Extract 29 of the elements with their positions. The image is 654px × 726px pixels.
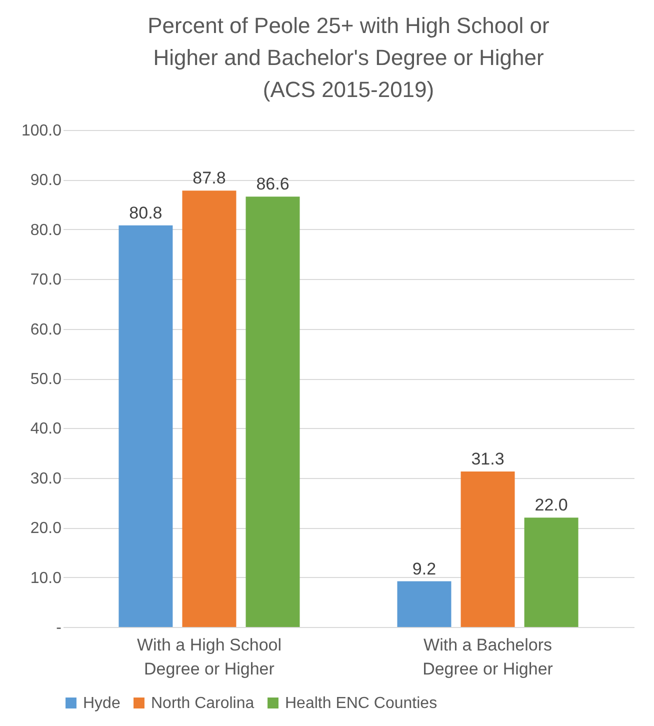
bar	[460, 471, 515, 627]
bar	[524, 518, 578, 627]
y-tick-label: 70.0	[30, 272, 62, 289]
bar	[182, 190, 236, 627]
bar	[246, 196, 300, 627]
y-tick-label: 20.0	[30, 520, 62, 538]
bar	[118, 225, 173, 627]
y-tick-label: 40.0	[30, 420, 62, 438]
chart-title: Percent of Peole 25+ with High School or Higher and Bachelor's Degree or Higher (ACS 2015-2019)	[148, 13, 550, 102]
data-label: 86.6	[256, 174, 290, 194]
data-label: 80.8	[129, 203, 162, 222]
y-tick-label: 90.0	[30, 172, 62, 190]
data-label: 87.8	[192, 168, 226, 188]
y-tick-label: -	[56, 620, 62, 636]
y-tick-label: 10.0	[30, 570, 62, 587]
y-tick-label: 100.0	[21, 122, 62, 140]
legend-label: Health ENC Counties	[285, 695, 438, 712]
legend-label: North Carolina	[151, 695, 254, 712]
y-tick-label: 60.0	[30, 321, 62, 338]
y-tick-label: 30.0	[30, 470, 62, 488]
x-tick-label: With a High School Degree or Higher	[136, 636, 282, 678]
y-tick-label: 80.0	[30, 222, 62, 239]
data-label: 9.2	[412, 559, 436, 578]
data-label: 22.0	[534, 496, 568, 515]
y-tick-label: 50.0	[30, 371, 62, 388]
bar	[397, 581, 452, 627]
x-tick-label: With a Bachelors Degree or Higher	[422, 636, 554, 678]
data-label: 31.3	[471, 449, 504, 468]
legend-label: Hyde	[83, 695, 120, 712]
